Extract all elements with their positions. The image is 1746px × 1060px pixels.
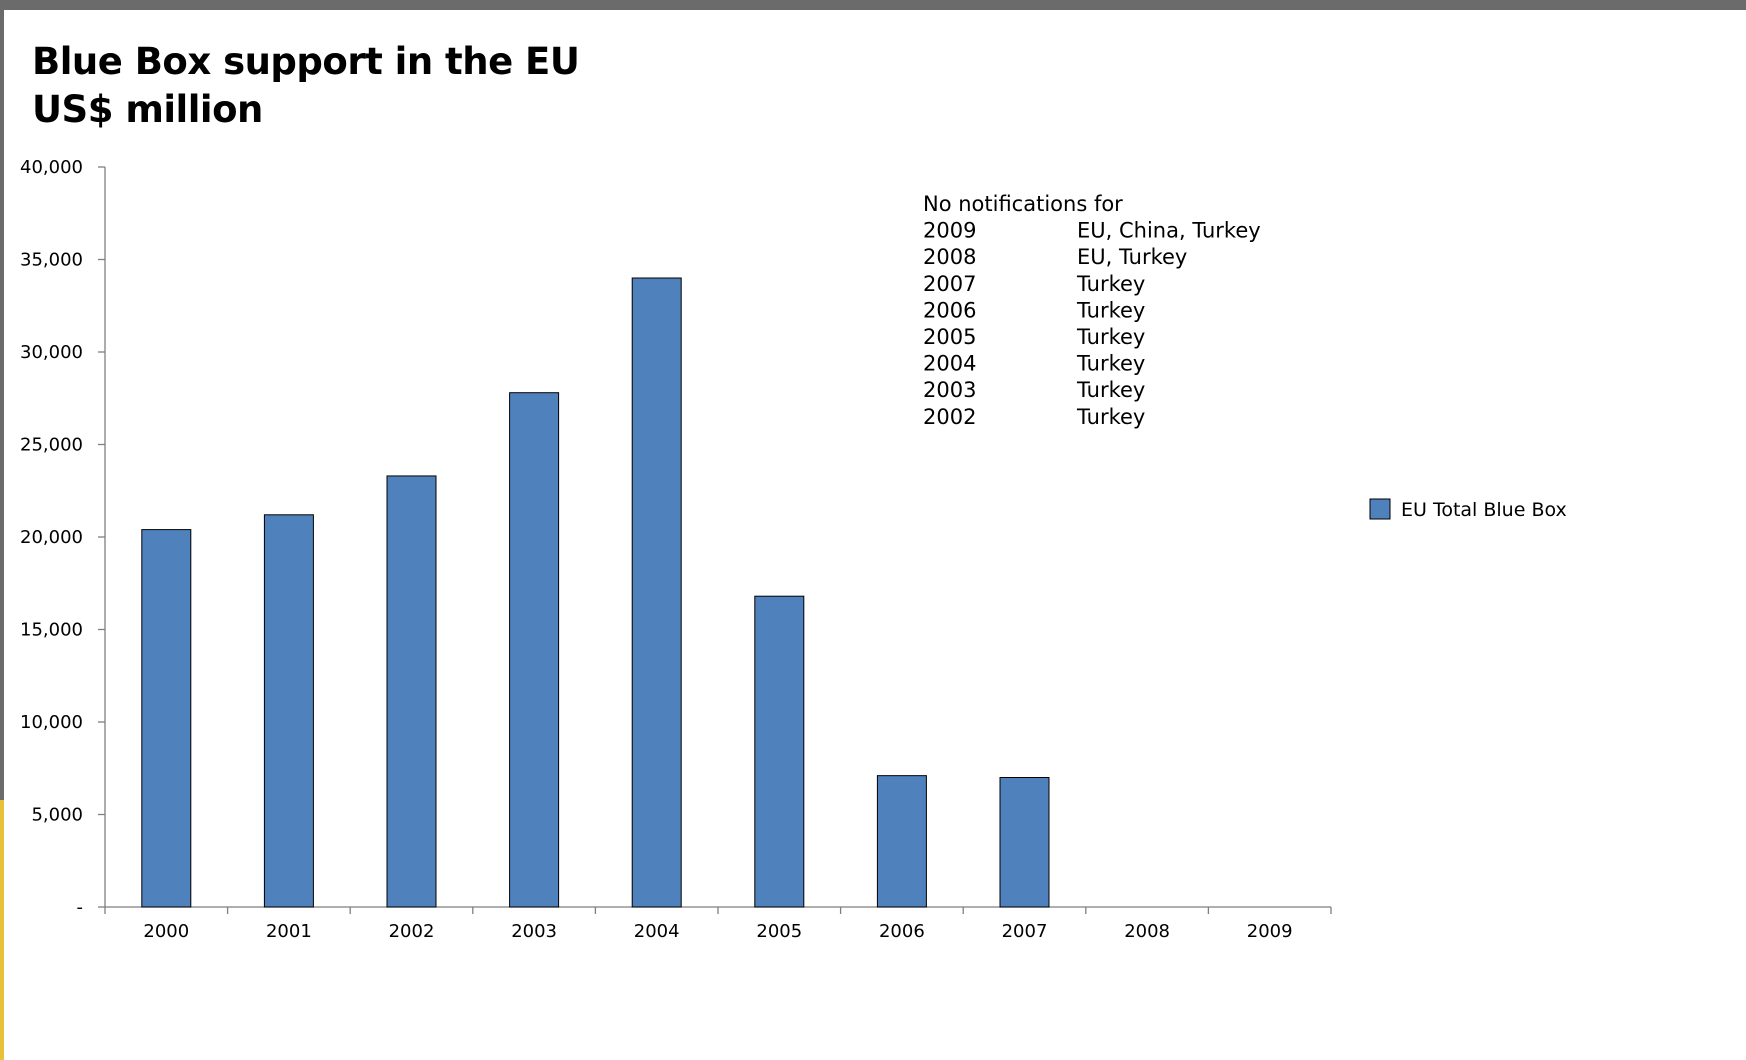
annotation-year: 2004 <box>923 352 976 376</box>
bar-2007 <box>1000 778 1049 908</box>
bar-2006 <box>877 776 926 907</box>
annotation-countries: Turkey <box>1076 405 1145 429</box>
annotation-year: 2003 <box>923 378 976 402</box>
bar-2004 <box>632 278 681 907</box>
slide: Blue Box support in the EU US$ million -… <box>4 10 1746 1060</box>
annotation-year: 2006 <box>923 298 976 322</box>
y-tick-label: 5,000 <box>31 805 83 826</box>
y-tick-label: 25,000 <box>20 435 83 456</box>
bar-2002 <box>387 476 436 907</box>
x-tick-label: 2003 <box>511 921 557 942</box>
annotation-countries: EU, China, Turkey <box>1077 219 1261 243</box>
y-tick-label: 15,000 <box>20 620 83 641</box>
chart-area: - 5,000 10,000 15,000 20,000 25,000 30,000 35,0… <box>4 10 1746 1060</box>
x-tick-label: 2000 <box>143 921 189 942</box>
x-tick-label: 2005 <box>756 921 802 942</box>
y-tick-label: 30,000 <box>20 342 83 363</box>
annotation-year: 2007 <box>923 272 976 296</box>
annotation-year: 2002 <box>923 405 976 429</box>
x-tick-label: 2008 <box>1124 921 1170 942</box>
x-tick-label: 2001 <box>266 921 312 942</box>
annotation-countries: Turkey <box>1076 325 1145 349</box>
y-tick-label: 35,000 <box>20 250 83 271</box>
annotation-countries: Turkey <box>1076 352 1145 376</box>
annotation-year: 2009 <box>923 219 976 243</box>
annotation-countries: Turkey <box>1076 378 1145 402</box>
y-tick-label: - <box>77 897 84 918</box>
y-tick-label: 10,000 <box>20 712 83 733</box>
annotation-year: 2008 <box>923 245 976 269</box>
x-tick-label: 2004 <box>634 921 680 942</box>
y-tick-label: 40,000 <box>20 157 83 178</box>
bar-2005 <box>755 596 804 907</box>
bar-2000 <box>142 530 191 907</box>
slide-accent-bar <box>0 800 4 1060</box>
annotation-countries: Turkey <box>1076 298 1145 322</box>
x-tick-label: 2002 <box>389 921 435 942</box>
bar-2003 <box>510 393 559 907</box>
annotation-countries: EU, Turkey <box>1077 245 1187 269</box>
y-tick-label: 20,000 <box>20 527 83 548</box>
x-tick-label: 2007 <box>1002 921 1048 942</box>
annotation-countries: Turkey <box>1076 272 1145 296</box>
legend-swatch <box>1370 499 1390 519</box>
x-tick-label: 2006 <box>879 921 925 942</box>
annotation-heading: No notifications for <box>923 192 1123 216</box>
annotation-year: 2005 <box>923 325 976 349</box>
legend-label: EU Total Blue Box <box>1401 499 1567 521</box>
x-tick-label: 2009 <box>1247 921 1293 942</box>
bar-2001 <box>264 515 313 907</box>
